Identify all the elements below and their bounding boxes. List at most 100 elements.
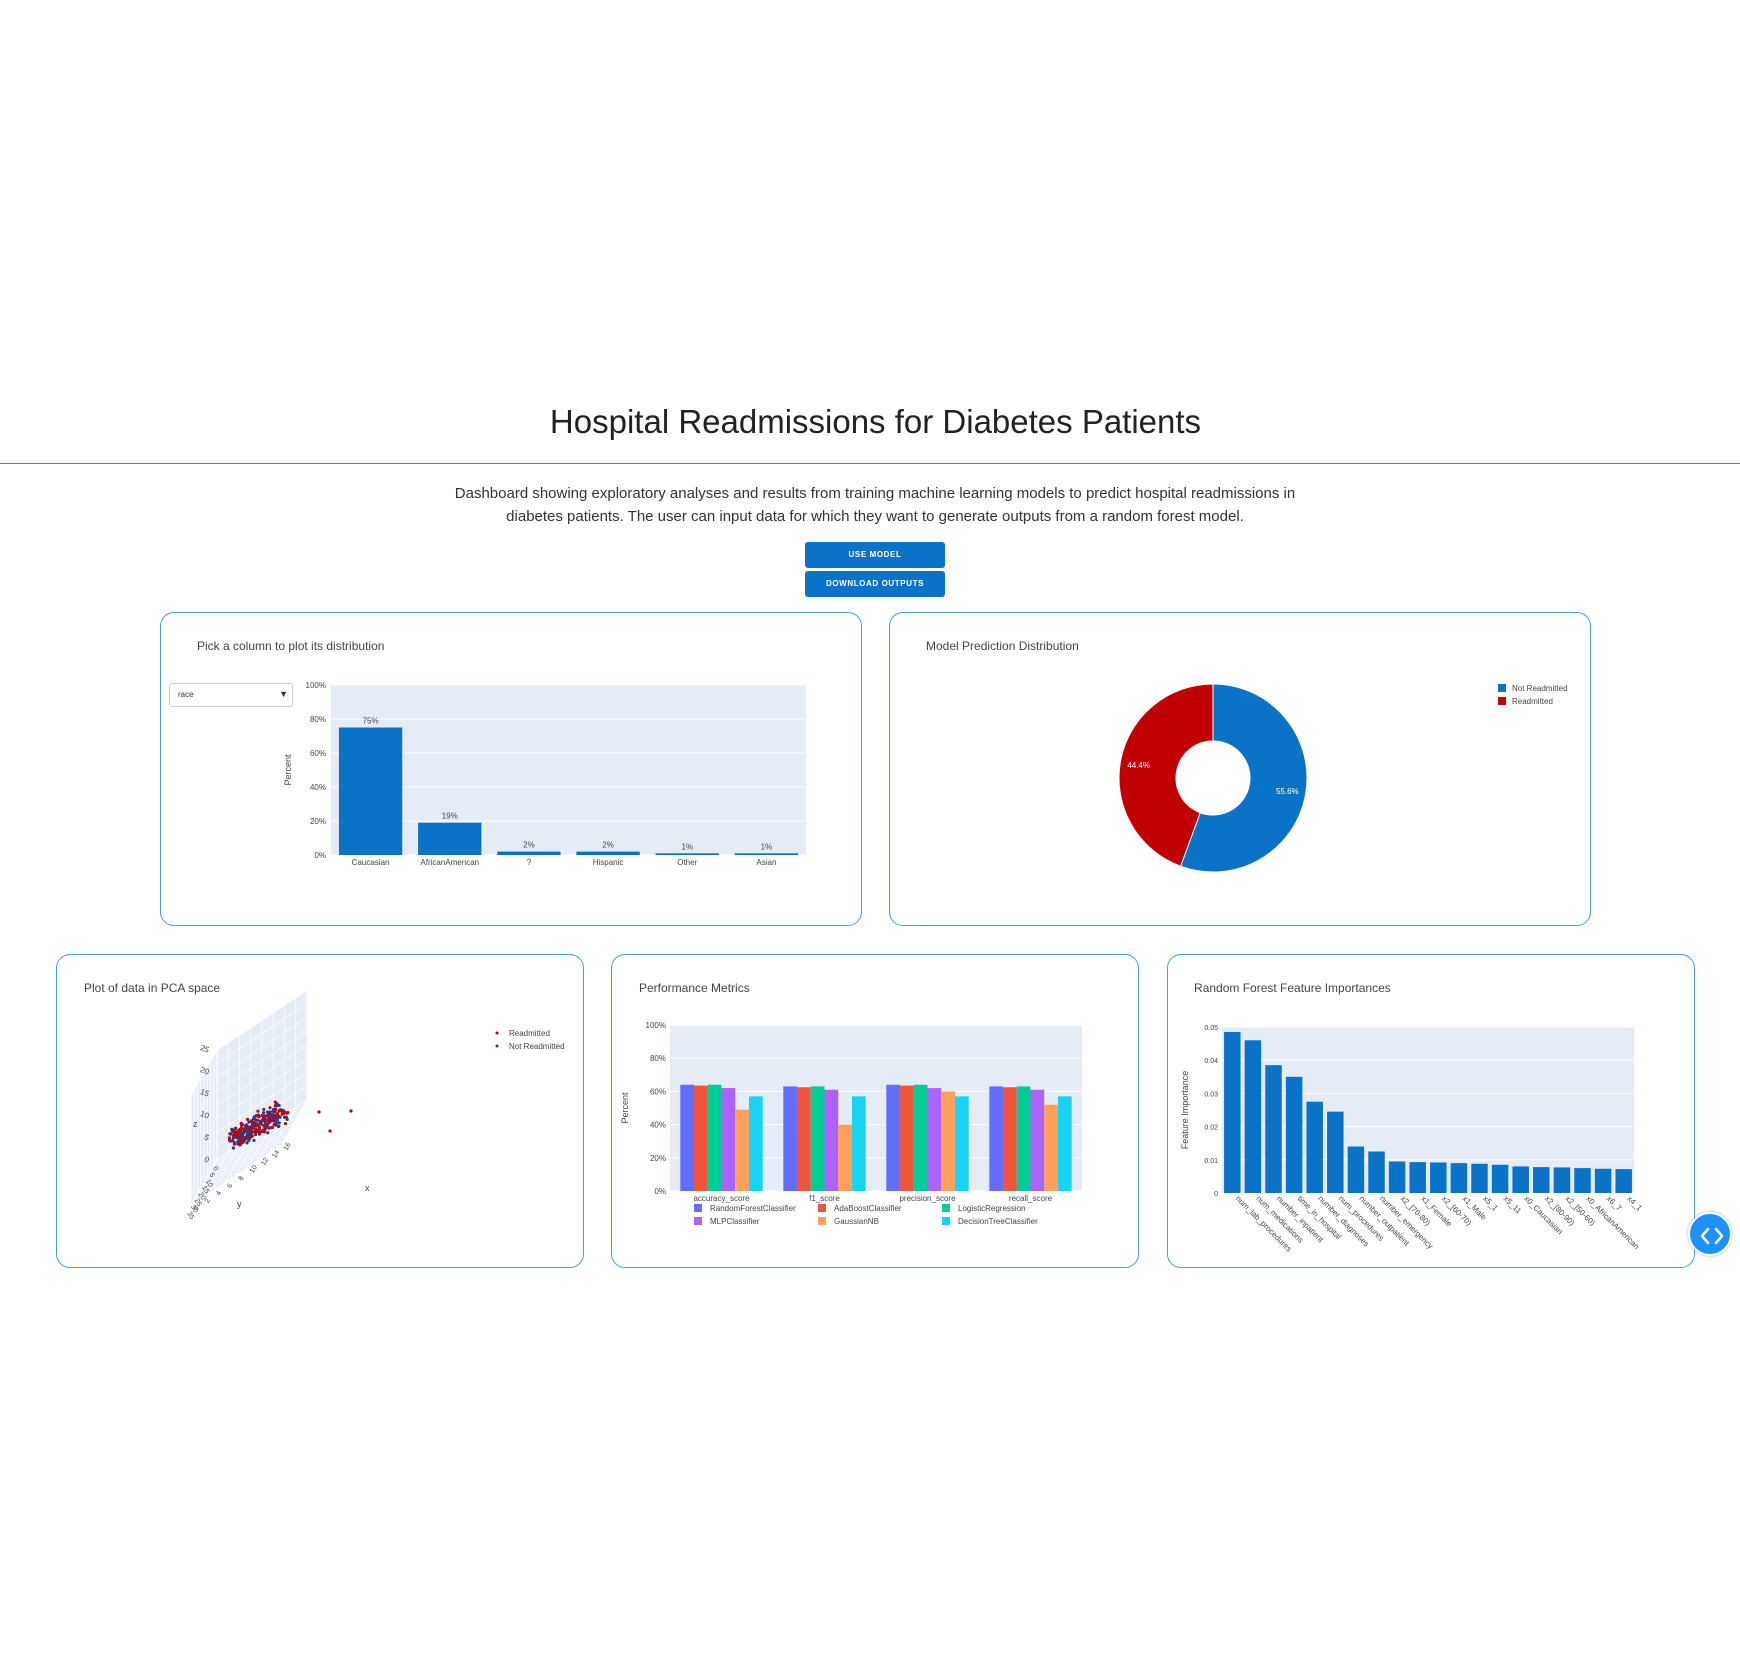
- bar: [1368, 1151, 1385, 1193]
- bar: [721, 1088, 736, 1191]
- pca-grid: [269, 1107, 297, 1153]
- pca-point: [267, 1117, 271, 1121]
- bar: [1016, 1086, 1031, 1191]
- bar: [694, 1085, 708, 1191]
- bar: [1044, 1104, 1058, 1191]
- x-tick-label: x5_11: [1502, 1194, 1524, 1216]
- download-outputs-button[interactable]: DOWNLOAD OUTPUTS: [805, 571, 945, 597]
- bar: [1615, 1169, 1632, 1193]
- pca-point: [259, 1119, 263, 1123]
- bar-value-label: 1%: [681, 842, 693, 851]
- page-title: Hospital Readmissions for Diabetes Patie…: [549, 403, 1202, 440]
- pca-grid: [216, 1044, 308, 1106]
- pca-point: [262, 1116, 267, 1120]
- legend-swatch: [694, 1217, 702, 1225]
- y-tick-label: 0.03: [1204, 1091, 1218, 1098]
- bar: [1574, 1168, 1591, 1193]
- y-axis-label: Feature Importance: [1180, 1071, 1190, 1150]
- y-tick-label: 20%: [650, 1154, 666, 1163]
- pca-point: [250, 1122, 255, 1127]
- pca-3d-scatter[interactable]: 0510152025051015202530350246810121416zyx…: [57, 955, 583, 1267]
- dropdown-selected-value: race: [178, 690, 194, 699]
- bar: [1450, 1163, 1468, 1193]
- code-chevrons-icon: [1700, 1227, 1724, 1245]
- legend-label: Readmitted: [509, 1029, 550, 1038]
- pca-point: [328, 1129, 332, 1133]
- pca-grid: [246, 1122, 274, 1168]
- pca-y-tick: 0: [211, 1166, 219, 1173]
- pca-point: [273, 1107, 278, 1111]
- y-tick-label: 60%: [310, 749, 326, 758]
- pca-point: [274, 1104, 278, 1108]
- y-tick-label: 40%: [310, 783, 326, 792]
- pca-point: [247, 1120, 251, 1124]
- pca-point: [249, 1119, 254, 1123]
- slice-label: 55.6%: [1276, 787, 1299, 796]
- y-tick-label: 40%: [650, 1121, 666, 1130]
- pca-x-tick: 8: [238, 1175, 246, 1182]
- pca-point: [242, 1127, 246, 1131]
- pca-x-tick: 14: [271, 1149, 281, 1159]
- pca-point: [266, 1131, 270, 1135]
- pca-point: [229, 1132, 233, 1136]
- y-tick-label: 0.02: [1204, 1125, 1218, 1132]
- pca-card-title: Plot of data in PCA space: [84, 981, 221, 995]
- pca-point: [244, 1123, 249, 1127]
- pca-point: [264, 1118, 268, 1122]
- pca-point: [228, 1139, 232, 1143]
- pca-point: [247, 1131, 252, 1135]
- legend-label: Not Readmitted: [1512, 684, 1568, 693]
- x-tick-label: Hispanic: [593, 858, 624, 867]
- distribution-card-title: Pick a column to plot its distribution: [197, 639, 385, 653]
- pca-x-tick: 16: [283, 1142, 293, 1152]
- pca-point: [254, 1130, 258, 1134]
- legend-swatch: [1498, 684, 1506, 692]
- pca-point: [262, 1107, 266, 1112]
- bar: [1030, 1089, 1045, 1191]
- column-dropdown[interactable]: race ▼: [169, 683, 293, 707]
- pca-axis-title: y: [237, 1199, 242, 1209]
- bar-value-label: 2%: [602, 841, 614, 850]
- pca-y-tick: 20: [196, 1191, 206, 1201]
- pca-x-tick: 12: [260, 1157, 270, 1167]
- pca-y-tick: 30: [189, 1204, 199, 1214]
- pca-y-tick: 35: [185, 1211, 195, 1221]
- bar: [913, 1084, 928, 1191]
- pca-point: [267, 1112, 271, 1116]
- y-tick-label: 0.05: [1204, 1025, 1218, 1032]
- pca-point: [256, 1113, 260, 1118]
- pca-z-tick: 10: [199, 1109, 211, 1121]
- use-model-button[interactable]: USE MODEL: [805, 542, 945, 568]
- pca-point: [251, 1125, 255, 1129]
- y-tick-label: 0.04: [1204, 1058, 1218, 1065]
- chevron-down-icon: ▼: [279, 689, 288, 699]
- pie-slice: [1179, 683, 1308, 873]
- bar: [1347, 1146, 1365, 1193]
- legend-label: MLPClassifier: [710, 1217, 760, 1226]
- bar: [851, 1096, 866, 1191]
- pca-point: [286, 1110, 290, 1115]
- bar: [1471, 1163, 1488, 1193]
- bar: [886, 1084, 901, 1191]
- x-tick-label: Caucasian: [352, 858, 390, 867]
- bar: [1553, 1167, 1571, 1193]
- code-toggle-button[interactable]: [1688, 1212, 1732, 1256]
- pca-point: [317, 1110, 321, 1114]
- bar: [954, 1096, 969, 1191]
- pca-point: [232, 1140, 236, 1145]
- bar: [1594, 1168, 1612, 1193]
- pca-point: [239, 1142, 243, 1146]
- pca-x-tick: 10: [249, 1164, 259, 1174]
- bar-value-label: 1%: [761, 842, 773, 851]
- bar: [748, 1096, 763, 1191]
- pca-point: [250, 1130, 254, 1134]
- pca-point: [272, 1123, 276, 1127]
- importance-card-title: Random Forest Feature Importances: [1194, 981, 1391, 995]
- bar: [418, 822, 482, 855]
- pca-point: [234, 1132, 238, 1136]
- pca-point: [261, 1128, 265, 1132]
- legend-label: LogisticRegression: [958, 1204, 1026, 1213]
- bar: [497, 851, 561, 855]
- legend-label: AdaBoostClassifier: [834, 1204, 902, 1213]
- y-tick-label: 0.01: [1204, 1158, 1218, 1165]
